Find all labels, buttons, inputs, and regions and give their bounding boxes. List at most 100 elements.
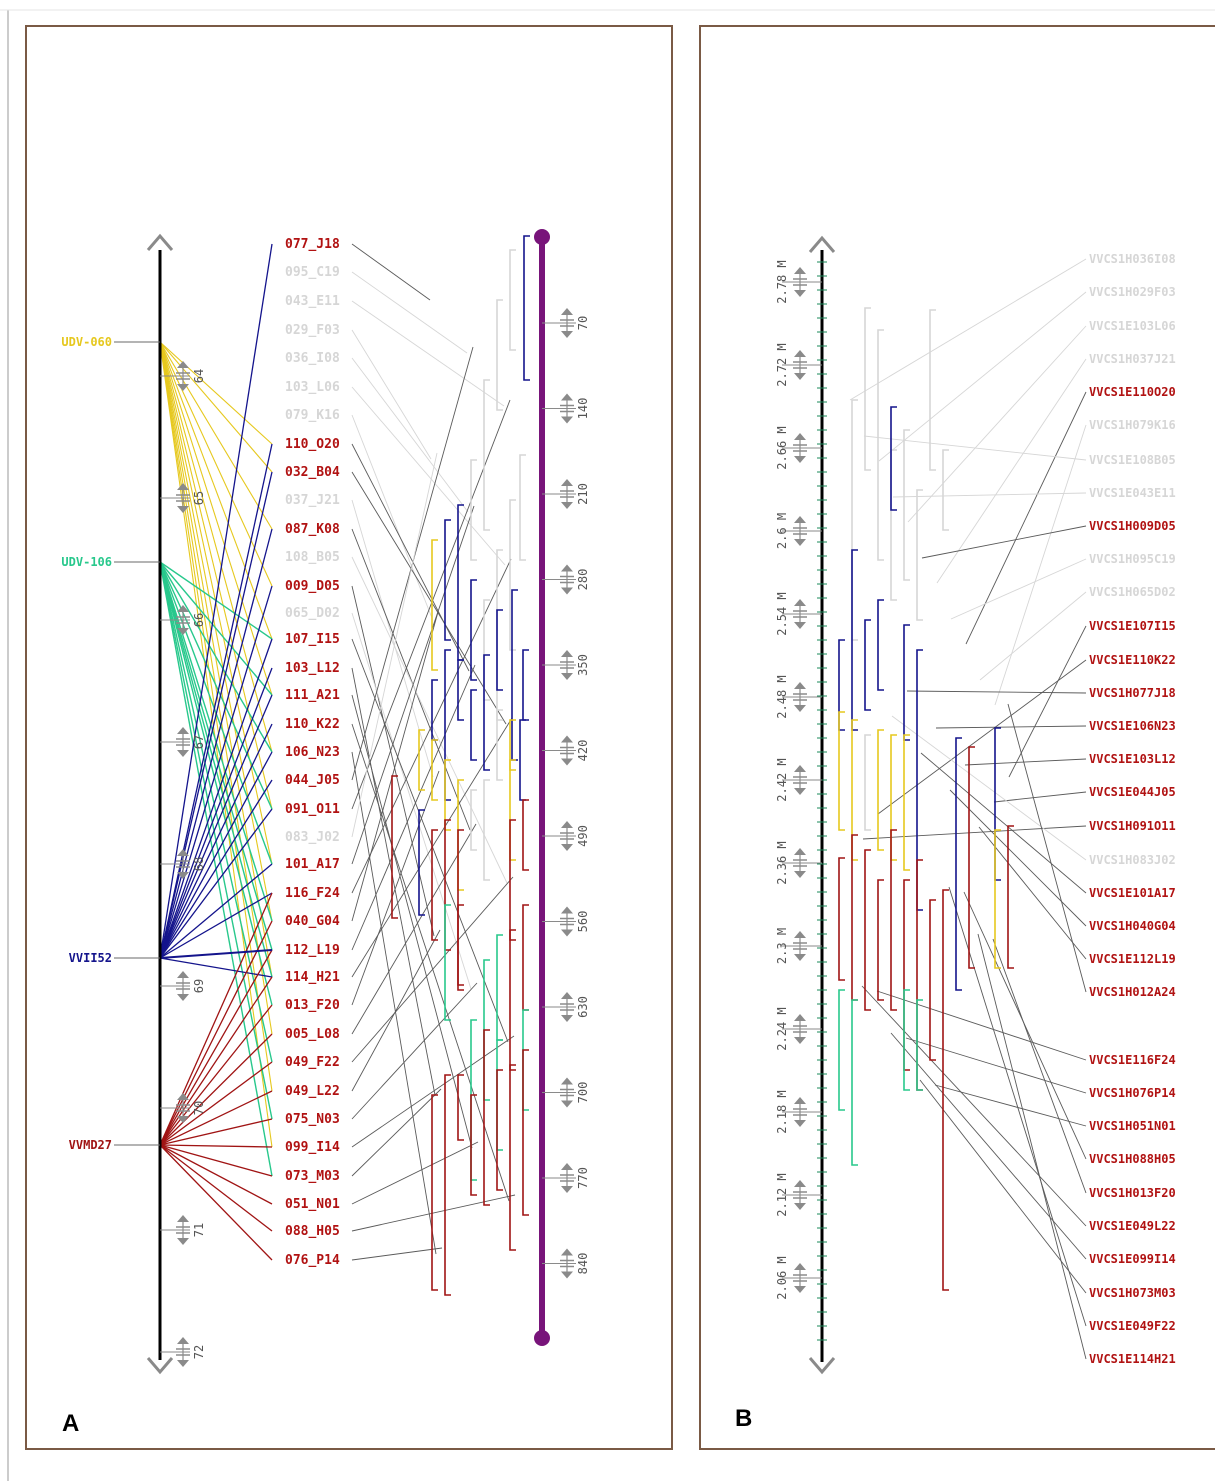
genetic-tick-label: 65: [192, 491, 206, 505]
contig-tick-label: 280: [576, 569, 590, 591]
bac-label: VVCS1E099I14: [1089, 1252, 1176, 1266]
marker-bac-link: [159, 561, 273, 810]
bac-bracket: [1007, 825, 1014, 969]
bac-bracket: [431, 739, 438, 801]
bac-bracket: [470, 689, 477, 761]
marker-bac-link: [159, 528, 273, 959]
bac-physical-link: [921, 525, 1087, 559]
zoom-scale-icon-down: [177, 750, 189, 757]
bac-bracket: [916, 649, 923, 911]
zoom-scale-icon-down: [794, 539, 806, 546]
marker-bac-link: [159, 561, 273, 1006]
bac-bracket: [838, 989, 845, 1111]
bac-physical-link: [906, 690, 1087, 694]
zoom-scale-icon-up: [561, 821, 573, 828]
bac-label: 114_H21: [285, 970, 340, 985]
bac-label: VVCS1H037J21: [1089, 352, 1176, 366]
marker-bac-link: [159, 243, 273, 959]
bac-bracket: [903, 989, 910, 1091]
bac-label: VVCS1H095C19: [1089, 552, 1176, 566]
zoom-scale-icon: [560, 1163, 574, 1193]
zoom-scale-icon-up: [794, 1263, 806, 1270]
zoom-scale-icon: [560, 1077, 574, 1108]
bac-bracket: [457, 904, 464, 991]
zoom-scale-icon: [793, 350, 807, 380]
bac-physical-link: [993, 791, 1087, 803]
zoom-scale-icon-down: [794, 1120, 806, 1127]
zoom-scale-icon-down: [794, 1203, 806, 1210]
bac-bracket: [431, 1094, 438, 1291]
bac-label: VVCS1H079K16: [1089, 418, 1176, 432]
bac-bracket: [929, 309, 936, 471]
bac-label: 106_N23: [285, 745, 340, 760]
zoom-scale-icon-up: [561, 650, 573, 657]
marker-bac-link: [159, 341, 273, 445]
bac-contig-link: [351, 1088, 442, 1177]
zoom-scale-icon-up: [794, 765, 806, 772]
bac-bracket: [523, 235, 530, 381]
zoom-scale-icon-down: [177, 506, 189, 513]
zoom-scale-icon: [176, 849, 190, 879]
bac-label: 037_J21: [285, 493, 340, 508]
genetic-tick-label: 68: [192, 857, 206, 871]
bac-label: 009_D05: [285, 579, 340, 594]
bac-contig-link: [351, 1035, 515, 1148]
zoom-scale-icon-up: [177, 971, 189, 978]
bac-label: VVCS1E116F24: [1089, 1053, 1176, 1067]
genetic-tick-label: 69: [192, 979, 206, 993]
bac-bracket: [838, 711, 845, 831]
zoom-scale-icon-up: [561, 1163, 573, 1170]
panel-b-physical-axis: 2.78 M 2.72 M 2.66 M 2.6 M 2.54 M 2.48 M 2.42 …: [775, 235, 836, 1375]
bac-label: 049_F22: [285, 1055, 340, 1070]
zoom-scale-icon: [793, 1014, 807, 1044]
bac-bracket: [496, 709, 503, 781]
zoom-scale-icon: [793, 433, 807, 463]
bac-bracket: [444, 649, 451, 801]
bac-label: VVCS1E101A17: [1089, 886, 1176, 900]
zoom-scale-icon: [560, 308, 574, 338]
bac-contig-link: [351, 638, 509, 1043]
zoom-scale-icon: [793, 516, 807, 546]
bac-bracket: [431, 829, 438, 941]
zoom-scale-icon-down: [177, 1238, 189, 1245]
bac-label: 051_N01: [285, 1197, 340, 1212]
bac-label: 116_F24: [285, 886, 340, 901]
marker-bac-link: [159, 561, 273, 696]
bac-physical-link: [977, 933, 1087, 1360]
zoom-scale-icon: [793, 599, 807, 629]
bac-label: 088_H05: [285, 1224, 340, 1239]
bac-contig-link: [351, 751, 437, 1255]
contig-tick-label: 770: [576, 1167, 590, 1189]
marker-bac-link: [159, 341, 273, 1035]
marker-bac-link: [159, 751, 273, 959]
bac-contig-link: [351, 585, 435, 937]
bac-bracket: [838, 857, 845, 981]
zoom-scale-icon-down: [561, 758, 573, 766]
bac-contig-link: [351, 528, 471, 831]
bac-label: VVCS1E103L06: [1089, 319, 1176, 333]
bac-bracket: [929, 899, 936, 1061]
zoom-scale-icon-up: [794, 848, 806, 855]
bac-label: 110_K22: [285, 717, 340, 732]
marker-bac-link: [159, 1004, 273, 1146]
panel-b-bac-labels: VVCS1H036I08 VVCS1H029F03 VVCS1E103L06 VVCS…: [1089, 252, 1176, 1366]
marker-bac-link: [159, 1033, 273, 1146]
bac-label: VVCS1H083J02: [1089, 853, 1176, 867]
genetic-tick-label: 70: [192, 1101, 206, 1115]
marker-bac-link: [159, 561, 273, 978]
panel-b-links: [849, 258, 1087, 1360]
marker-bac-link: [159, 341, 273, 473]
zoom-scale-icon-up: [561, 308, 573, 315]
bac-label: 077_J18: [285, 237, 340, 252]
zoom-scale-icon-down: [561, 844, 573, 851]
physical-tick-label: 2.06 M: [775, 1256, 789, 1299]
zoom-scale-icon-up: [794, 350, 806, 357]
bac-contig-link: [351, 823, 477, 1035]
zoom-scale-icon: [176, 971, 190, 1001]
bac-contig-link: [351, 1194, 516, 1232]
bac-bracket: [916, 999, 923, 1091]
genetic-tick-label: 64: [192, 369, 206, 383]
marker-bac-link: [159, 949, 273, 1146]
genetic-tick-label: 72: [192, 1345, 206, 1359]
